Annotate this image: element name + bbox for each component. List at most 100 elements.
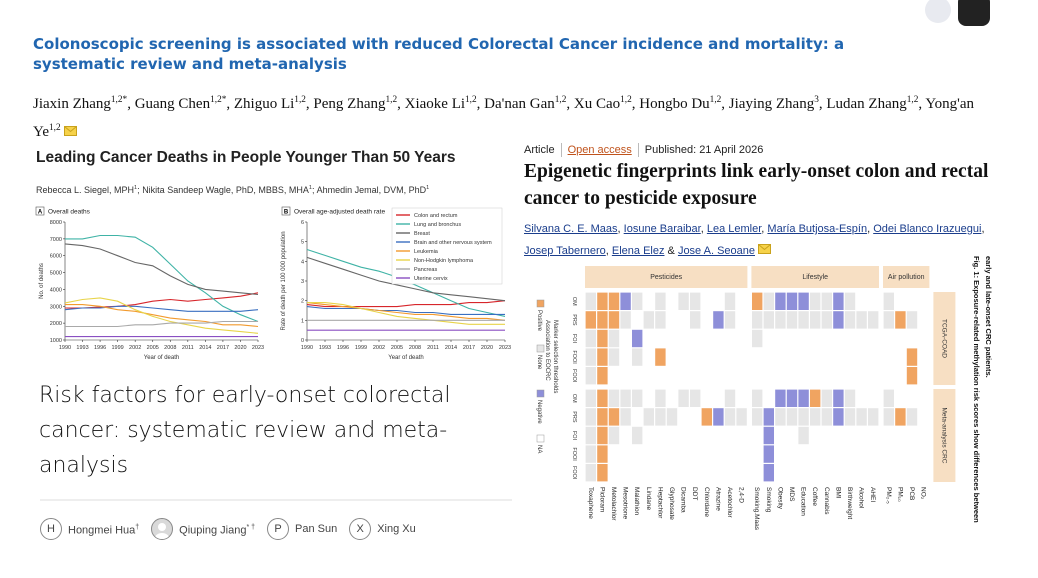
heatmap-cell [597,367,608,385]
column-label: Acetochlor [726,487,733,519]
heatmap-cell [690,445,701,463]
row-label: FOOI [571,466,577,480]
heatmap-cell [798,348,809,366]
x-tick-label: 2023 [499,345,511,351]
author-separator: , [566,96,571,112]
heatmap-cell [844,348,856,366]
column-label: Mesotrione [622,487,629,520]
row-label: OM [571,394,577,403]
article-type: Article [524,144,555,156]
heatmap-cell [608,292,620,310]
heatmap-cell [620,426,631,445]
heatmap-cell [918,464,929,482]
series-line [65,292,259,309]
corner-button[interactable] [958,0,990,26]
y-tick-label: 1 [301,318,304,324]
heatmap-cell [821,389,832,407]
heatmap-cell [690,348,701,366]
avatar: X [349,518,372,541]
access-link[interactable]: Open access [560,143,638,157]
column-label: 2,4-D [738,487,745,503]
author-name: Zhiguo Li [233,96,295,112]
heatmap-cell [810,292,821,310]
affiliation-mark: 1,2 [554,95,567,105]
heatmap-cell [821,426,832,445]
heatmap-cell [918,329,929,348]
author-separator: , [605,245,609,257]
heatmap-cell [736,464,747,482]
author-name-wrap: Xing Xu [377,517,416,541]
column-label: PM₁₀ [896,487,903,502]
heatmap-cell [597,426,608,445]
heatmap-cell [833,311,844,329]
affiliation-mark: 3 [814,95,819,105]
heatmap-cell [856,445,867,463]
heatmap-cell [844,408,856,426]
heatmap-cell [775,311,786,329]
author-separator: , [721,96,726,112]
heatmap-cell [798,445,809,463]
heatmap-cell [655,408,666,426]
heatmap-cell [775,408,786,426]
heatmap-cell [585,445,596,463]
heatmap-cell [906,367,918,385]
legend-label: Uterine cervix [414,276,448,282]
heatmap-cell [724,292,736,310]
email-icon[interactable] [758,244,772,254]
heatmap-cell [810,348,821,366]
legend-label: Brain and other nervous system [414,240,492,246]
heatmap-cell [763,292,774,310]
author-name: Iosune Baraibar [623,223,701,235]
author-name: Ludan Zhang [826,96,907,112]
heatmap-cell [701,367,712,385]
legend-label: Non-Hodgkin lymphoma [414,258,474,264]
heatmap-cell [678,292,689,310]
heatmap-cell [620,292,631,310]
author-name: Silvana C. E. Maas [524,223,618,235]
heatmap-cell [666,292,678,310]
heatmap-cell [775,426,786,445]
heatmap-cell [666,464,678,482]
x-tick-label: 1996 [337,345,349,351]
heatmap-cell [918,311,929,329]
author-name: Rebecca L. Siegel, MPH [36,185,135,195]
author-name: Peng Zhang [313,96,386,112]
column-label: Birthweight [846,487,853,519]
author-list: Jiaxin Zhang1,2*, Guang Chen1,2*, Zhiguo… [33,88,998,144]
affiliation-mark: 1,2* [110,95,128,105]
email-icon[interactable] [64,126,78,136]
heatmap-cell [666,445,678,463]
heatmap-cell [724,389,736,407]
heatmap-cell [701,348,712,366]
row-label: FOOI [571,350,577,364]
heatmap-cell [810,367,821,385]
heatmap-cell [844,292,856,310]
heatmap-cell [736,292,747,310]
heatmap-cell [597,311,608,329]
heatmap-cell [678,408,689,426]
x-tick-label: 1996 [94,345,106,351]
heatmap-cell [620,445,631,463]
heatmap-cell [655,464,666,482]
column-label: Heptachlor [656,487,663,519]
legend-label: NA [536,445,542,453]
heatmap-cell [701,292,712,310]
heatmap-cell [821,311,832,329]
y-tick-label: 8000 [50,220,62,226]
column-label: Smoking.Maas [753,487,760,531]
heatmap-cell [856,367,867,385]
author: P Pan Sun [267,517,337,541]
heatmap-cell [895,389,906,407]
heatmap-cell [833,329,844,348]
heatmap-cell [713,292,724,310]
heatmap-cell [713,426,724,445]
y-tick-label: 1000 [50,338,62,344]
heatmap-cell [678,367,689,385]
heatmap-cell [608,389,620,407]
affiliation-mark: 1,2 [294,95,306,105]
author-name: Hongmei Hua [68,524,136,537]
heatmap-cell [643,389,654,407]
heatmap-cell [798,464,809,482]
